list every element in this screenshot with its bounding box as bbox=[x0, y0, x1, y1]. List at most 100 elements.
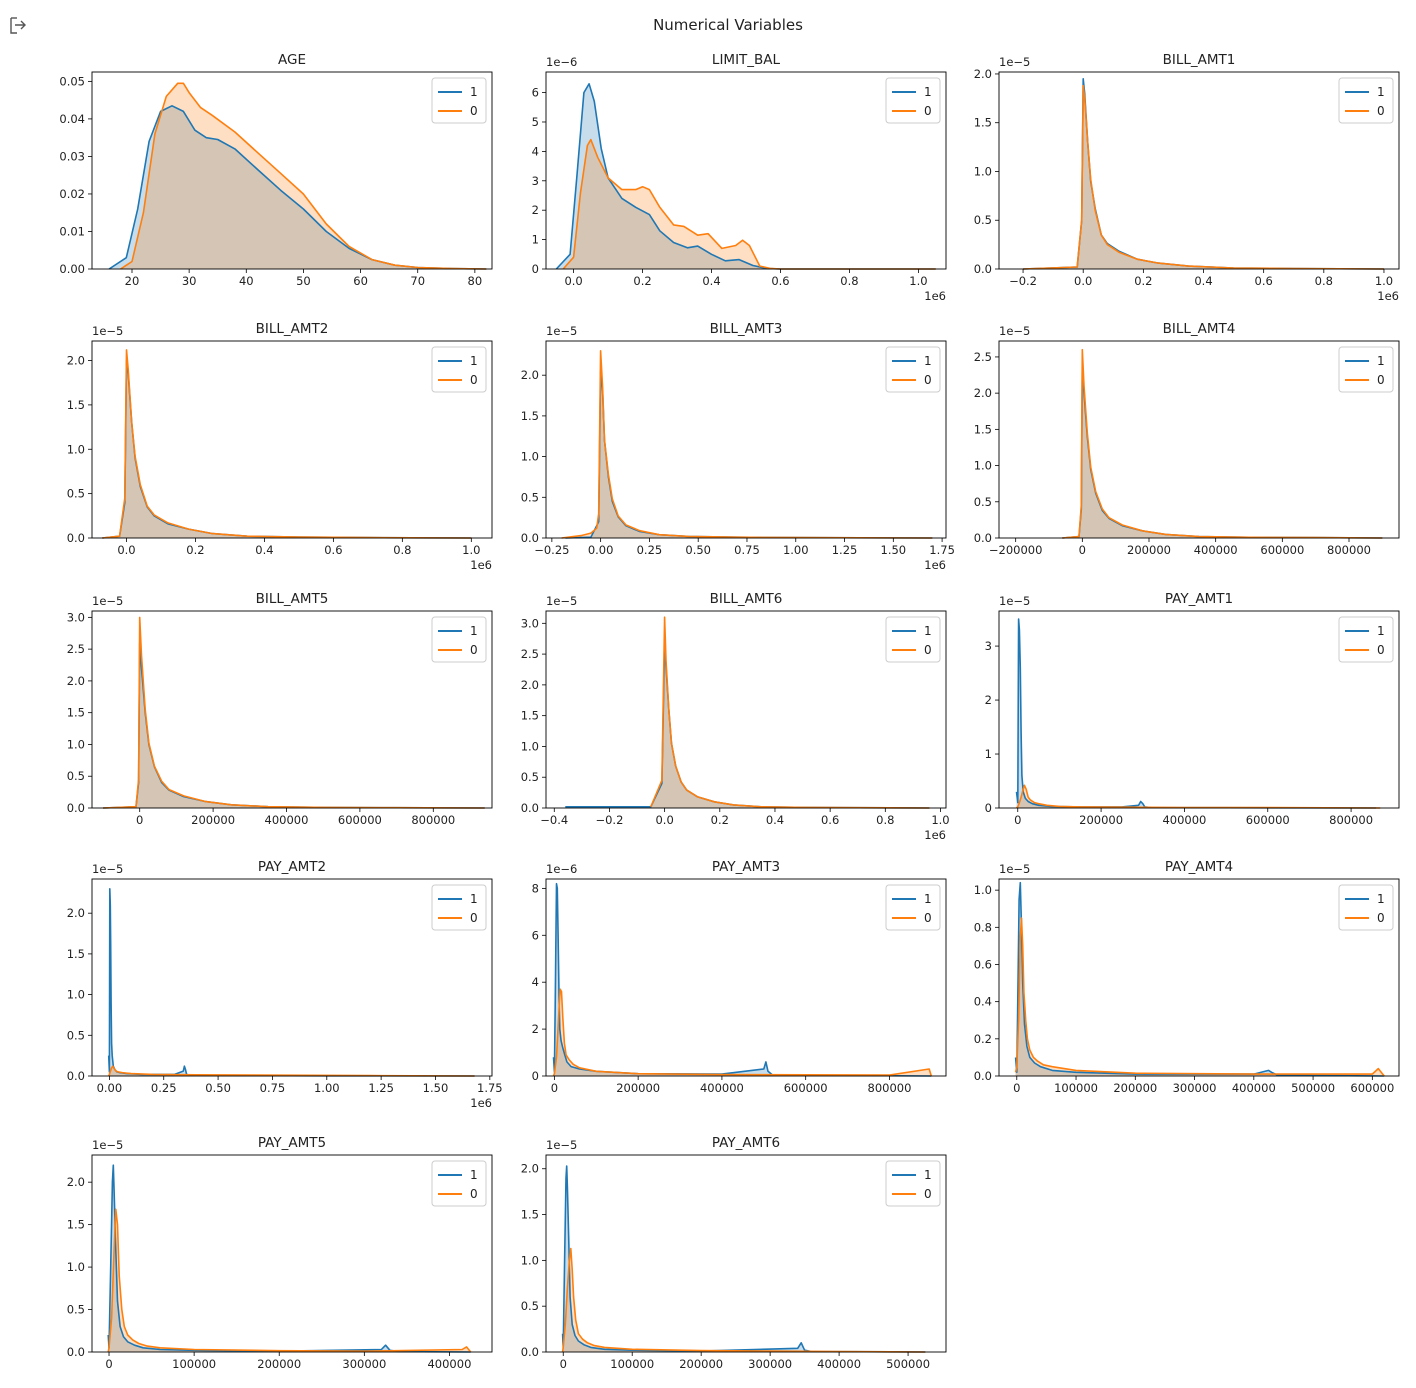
x-tick-label: 400000 bbox=[265, 813, 309, 827]
x-tick-label: 400000 bbox=[700, 1081, 744, 1095]
x-tick-label: 200000 bbox=[679, 1357, 723, 1371]
subplot-title: BILL_AMT6 bbox=[710, 591, 783, 607]
x-tick-label: 1.0 bbox=[909, 274, 927, 288]
x-tick-label: −0.2 bbox=[1009, 274, 1037, 288]
x-tick-label: 0 bbox=[105, 1357, 112, 1371]
series-1-area bbox=[553, 883, 932, 1076]
x-tick-label: 0 bbox=[1013, 1081, 1020, 1095]
y-offset-label: 1e−5 bbox=[546, 594, 577, 608]
legend-label-1: 1 bbox=[470, 85, 478, 99]
y-offset-label: 1e−5 bbox=[999, 594, 1030, 608]
x-tick-label: 200000 bbox=[1127, 543, 1171, 557]
legend-label-1: 1 bbox=[924, 892, 932, 906]
legend-box bbox=[1338, 346, 1394, 393]
y-tick-label: 1.0 bbox=[974, 883, 992, 897]
y-tick-label: 8 bbox=[532, 881, 539, 895]
x-tick-label: 40 bbox=[239, 274, 254, 288]
x-offset-label: 1e6 bbox=[470, 558, 492, 572]
axes-frame bbox=[998, 340, 1400, 539]
y-tick-label: 0.00 bbox=[59, 262, 85, 276]
y-tick-label: 2.5 bbox=[974, 350, 992, 364]
y-tick-label: 2 bbox=[532, 1022, 539, 1036]
y-offset-label: 1e−5 bbox=[999, 862, 1030, 876]
x-tick-label: 0.2 bbox=[186, 543, 204, 557]
x-tick-label: 0 bbox=[1079, 543, 1086, 557]
legend-label-0: 0 bbox=[470, 373, 478, 387]
x-tick-label: 200000 bbox=[257, 1357, 301, 1371]
y-tick-label: 0.0 bbox=[521, 1345, 539, 1359]
legend: 10 bbox=[1338, 616, 1394, 663]
y-offset-label: 1e−6 bbox=[546, 862, 577, 876]
legend-box bbox=[885, 1160, 941, 1207]
legend-box bbox=[885, 77, 941, 124]
y-tick-label: 5 bbox=[532, 115, 539, 129]
y-tick-label: 0.0 bbox=[67, 801, 85, 815]
legend-label-0: 0 bbox=[1377, 911, 1385, 925]
legend-box bbox=[431, 346, 487, 393]
series-0-area bbox=[562, 1248, 926, 1352]
y-tick-label: 1.5 bbox=[67, 398, 85, 412]
y-tick-label: 1.5 bbox=[67, 1218, 85, 1232]
y-tick-label: 1.0 bbox=[67, 737, 85, 751]
series-0-area bbox=[102, 349, 472, 538]
y-tick-label: 2.0 bbox=[521, 1162, 539, 1176]
y-tick-label: 1.5 bbox=[67, 706, 85, 720]
series-1-line bbox=[1023, 78, 1385, 270]
legend-label-1: 1 bbox=[924, 85, 932, 99]
series-1-area bbox=[103, 642, 485, 808]
y-tick-label: 1.0 bbox=[67, 1260, 85, 1274]
x-offset-label: 1e6 bbox=[924, 828, 946, 842]
subplot-bill-amt2: 0.0 0.2 0.4 0.6 0.8 1.0 0.0 0.5 1.0 1.5 2.0 BILL_AM… bbox=[67, 321, 493, 572]
legend-box bbox=[431, 77, 487, 124]
x-tick-label: 1.75 bbox=[929, 543, 955, 557]
legend: 10 bbox=[885, 884, 941, 931]
series-1-line bbox=[565, 370, 933, 539]
y-tick-label: 0.8 bbox=[974, 920, 992, 934]
x-tick-label: 0.0 bbox=[117, 543, 135, 557]
x-tick-label: 0.00 bbox=[97, 1081, 123, 1095]
series-1-area bbox=[108, 1165, 471, 1352]
legend-box bbox=[885, 616, 941, 663]
y-tick-label: 1.5 bbox=[521, 409, 539, 423]
series-0-area bbox=[1062, 349, 1383, 538]
subplot-title: PAY_AMT5 bbox=[258, 1135, 326, 1151]
subplot-title: BILL_AMT5 bbox=[256, 591, 329, 607]
x-tick-label: 0.25 bbox=[151, 1081, 177, 1095]
legend: 10 bbox=[885, 346, 941, 393]
x-tick-label: 1.00 bbox=[783, 543, 809, 557]
x-tick-label: 0 bbox=[560, 1357, 567, 1371]
series-1-line bbox=[102, 359, 472, 539]
x-tick-label: 1.25 bbox=[368, 1081, 394, 1095]
legend-label-1: 1 bbox=[924, 1168, 932, 1182]
series-0-line bbox=[650, 616, 930, 809]
output-arrow-icon bbox=[10, 17, 26, 34]
y-tick-label: 2.0 bbox=[67, 674, 85, 688]
axes-frame bbox=[998, 878, 1400, 1077]
x-tick-label: 1.50 bbox=[881, 543, 907, 557]
series-0-area bbox=[553, 989, 932, 1076]
y-tick-label: 0 bbox=[532, 262, 539, 276]
legend-label-0: 0 bbox=[470, 643, 478, 657]
legend: 10 bbox=[885, 1160, 941, 1207]
series-1-line bbox=[1014, 881, 1385, 1077]
axes-frame bbox=[91, 878, 493, 1077]
subplot-bill-amt6: −0.4 −0.2 0.0 0.2 0.4 0.6 0.8 1.0 0.0 0.5 1.0 1.5 2.… bbox=[521, 591, 950, 842]
subplot-bill-amt3: −0.25 0.00 0.25 0.50 0.75 1.00 1.25 1.50 1.750.0… bbox=[521, 321, 955, 572]
y-tick-label: 3 bbox=[985, 639, 992, 653]
y-tick-label: 0.0 bbox=[974, 531, 992, 545]
y-offset-label: 1e−5 bbox=[92, 594, 123, 608]
y-tick-label: 2.0 bbox=[974, 386, 992, 400]
x-tick-label: 1.25 bbox=[832, 543, 858, 557]
y-tick-label: 4 bbox=[532, 144, 539, 158]
x-tick-label: −0.2 bbox=[595, 813, 623, 827]
series-0-line bbox=[107, 1065, 475, 1077]
subplot-pay-amt1: 0 200000 400000 600000 800000 0 1 2 3 PAY_AMT1 1e−… bbox=[985, 591, 1400, 827]
x-tick-label: −200000 bbox=[989, 543, 1043, 557]
x-tick-label: 0.2 bbox=[633, 274, 651, 288]
x-tick-label: 0 bbox=[136, 813, 143, 827]
y-tick-label: 0.0 bbox=[521, 801, 539, 815]
series-0-line bbox=[102, 616, 485, 809]
series-0-line bbox=[1023, 84, 1385, 270]
legend-box bbox=[1338, 616, 1394, 663]
subplot-title: BILL_AMT1 bbox=[1163, 52, 1236, 68]
